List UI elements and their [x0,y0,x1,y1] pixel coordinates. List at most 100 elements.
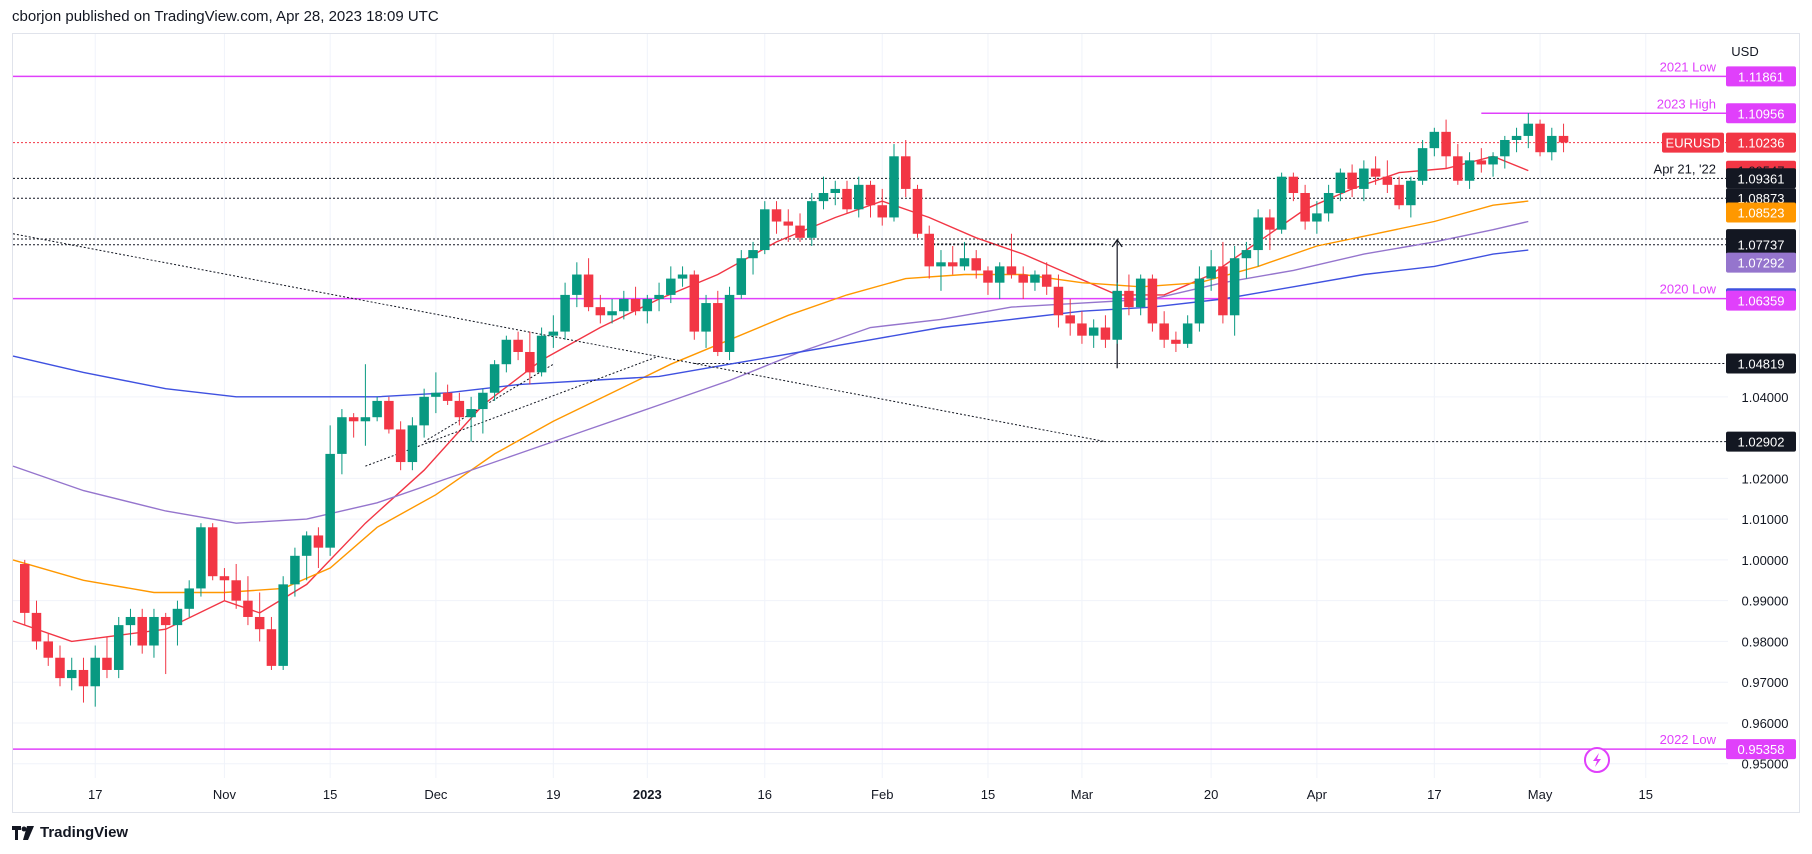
lightning-icon[interactable] [1584,747,1610,773]
candle-body [1006,266,1017,275]
candle [842,180,852,214]
candle [184,580,194,617]
candle [454,392,465,426]
candle-body [654,294,664,299]
candle [407,417,418,471]
candle-body [513,339,523,352]
candle [1464,152,1475,189]
candle-body [384,400,394,430]
candle [1229,245,1240,336]
candle-body [1453,156,1463,181]
candle-body [924,233,934,267]
candle [501,335,512,373]
x-tick-label: Dec [424,787,448,802]
candle [760,201,770,255]
price-badge: 1.09361 [1726,168,1796,189]
candle-body [830,188,841,193]
candle-body [1335,172,1346,193]
candle-body [172,608,183,626]
candle [1265,209,1275,251]
candle-body [1077,323,1087,336]
candle [783,209,794,242]
candle [959,241,970,271]
candle-body [1511,135,1522,140]
footer-brand[interactable]: TradingView [12,824,128,841]
candle-body [1417,148,1428,181]
candle [936,250,946,291]
candle [1300,184,1310,230]
price-badge: 1.08523 [1726,202,1796,223]
candle [525,331,535,385]
candle-body [1053,286,1064,316]
candle [1077,311,1087,344]
candle [102,637,112,679]
candle-body [1370,168,1381,177]
candle [1417,139,1428,185]
level-label: 2023 High [1657,96,1716,111]
candle-body [994,266,1005,283]
y-tick-label: 1.04000 [1742,390,1789,405]
candle-body [936,262,946,267]
candle [1323,184,1334,222]
price-badge: 1.07292 [1726,252,1796,273]
price-badge-value: 1.04819 [1738,356,1785,371]
candle [125,608,136,646]
price-badge: 0.95358 [1726,739,1796,760]
symbol-badge-bg [1662,132,1724,153]
price-badge-value: 0.95358 [1738,742,1785,757]
candle-body [666,278,676,295]
y-tick-label: 0.99000 [1742,594,1789,609]
candle-body [1288,176,1299,193]
candle [1112,282,1122,344]
candles [19,113,1569,707]
candle-body [642,298,653,312]
candle-body [701,303,711,332]
candle [207,523,218,581]
y-tick-label: 0.98000 [1742,634,1789,649]
candle [889,144,899,222]
x-tick-label: 17 [88,787,102,802]
candle-body [1276,176,1287,230]
candle [536,327,547,377]
candle [325,425,335,556]
time-axis: 17 Nov 15 Dec 19 2023 16 Feb 15 Mar 20 Apr 17 May 15 [88,787,1653,802]
candle [912,184,923,238]
candle-body [1441,131,1451,157]
candle-body [1018,274,1028,283]
price-badge-bg [1726,168,1796,189]
arrow-head-icon [1111,238,1123,248]
candle-body [1124,290,1134,308]
price-badge-bg [1726,66,1796,87]
price-badge: 1.07737 [1726,234,1796,255]
candle [1218,241,1228,324]
moving-averages [12,155,1529,643]
candle [830,180,841,206]
candle [818,176,829,210]
candle [1276,172,1287,234]
candle-body [783,221,794,226]
level-label: 2021 Low [1660,59,1717,74]
candle [113,616,124,679]
candle [1547,127,1557,161]
candle [1523,113,1534,149]
candle-body [301,535,312,556]
candle-body [630,298,641,312]
x-tick-label: 17 [1427,787,1441,802]
candle [313,527,324,569]
price-badge-bg [1726,103,1796,124]
candle [877,188,887,226]
candle-body [771,209,782,222]
x-tick-label: 15 [1639,787,1653,802]
price-badge-bg [1726,739,1796,760]
candle [1429,127,1440,157]
candle [160,612,171,675]
candle [1288,172,1299,202]
candle-body [619,298,629,312]
candle-body [478,392,488,410]
candle-body [900,156,911,189]
candle [924,225,934,279]
candle [254,592,265,642]
candle [1124,274,1134,316]
candle [1018,266,1028,299]
